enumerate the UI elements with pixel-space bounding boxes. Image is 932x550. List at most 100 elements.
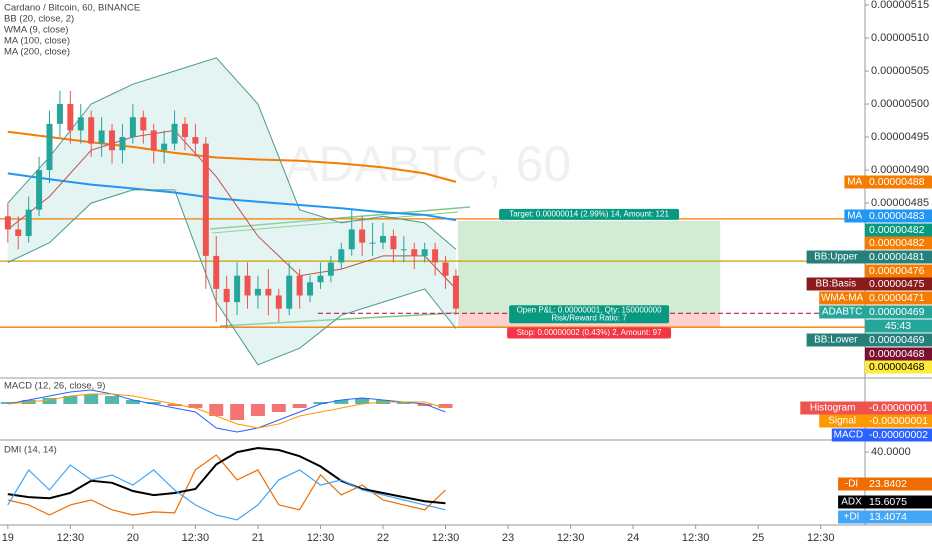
- x-tick-label: 24: [627, 532, 639, 544]
- tag-name: MA: [847, 177, 862, 188]
- histogram-bar: [438, 404, 453, 408]
- y-tick-label: 40.0000: [871, 446, 911, 458]
- indicator-line: [7, 446, 446, 505]
- candle-body: [265, 288, 272, 296]
- indicator-line: [7, 172, 457, 222]
- candle-body: [452, 275, 459, 309]
- tag-value-box: [865, 495, 932, 509]
- tag-name: ADX: [841, 497, 862, 508]
- candle-body: [192, 137, 199, 144]
- pnl-label: Open P&L: 0.00000001, Qty: 150000000: [517, 305, 663, 314]
- y-tick-label: 0.00000515: [871, 0, 929, 11]
- candle-body: [442, 262, 449, 276]
- target-label: Target: 0.00000014 (2.99%) 14, Amount: 1…: [509, 209, 669, 218]
- histogram-bar: [230, 404, 245, 420]
- candle-body: [275, 295, 282, 309]
- tag-value: 0.00000482: [869, 237, 925, 249]
- tag-name-box: [806, 333, 865, 347]
- x-tick-label: 20: [127, 532, 139, 544]
- candle-body: [67, 104, 74, 131]
- x-tick-label: 21: [252, 532, 264, 544]
- histogram-bar: [188, 404, 203, 408]
- histogram-bar: [84, 394, 99, 404]
- tag-name: +DI: [844, 512, 860, 523]
- tag-value-box: [865, 236, 932, 250]
- candle-body: [140, 117, 147, 131]
- x-tick-label: 12:30: [182, 532, 210, 544]
- candle-body: [390, 236, 397, 250]
- pane-title: DMI (14, 14): [4, 445, 57, 456]
- candle-body: [161, 143, 168, 151]
- x-tick-label: 12:30: [432, 532, 460, 544]
- tag-value-box: [865, 510, 932, 524]
- tag-name-box: [838, 477, 865, 491]
- histogram-bar: [396, 402, 411, 404]
- tag-value-box: [865, 250, 932, 264]
- tag-name-box: [844, 175, 865, 189]
- pane-title: MACD (12, 26, close, 9): [4, 381, 105, 392]
- tag-name-box: [838, 495, 865, 509]
- candle-body: [234, 275, 241, 303]
- tag-value: 15.6075: [869, 496, 907, 508]
- indicator-line: [7, 393, 446, 429]
- candle-body: [202, 143, 209, 256]
- histogram-bar: [313, 402, 328, 404]
- stop-label: Stop: 0.00000002 (0.43%) 2, Amount: 97: [517, 328, 663, 337]
- tag-value-box: [865, 209, 932, 223]
- tag-value: 0.00000482: [869, 224, 925, 236]
- target-zone: [458, 220, 721, 314]
- candle-body: [88, 117, 95, 144]
- candle-body: [411, 249, 418, 256]
- candle-body: [307, 282, 314, 296]
- candle-body: [254, 288, 261, 296]
- indicator-line: [7, 464, 446, 521]
- tag-name: BB:Lower: [814, 335, 858, 346]
- tag-value: 0.00000481: [869, 251, 925, 263]
- indicator-line: [7, 389, 446, 433]
- histogram-bar: [417, 404, 432, 406]
- indicator-label: WMA (9, close): [4, 25, 68, 36]
- histogram-bar: [271, 404, 286, 412]
- candle-body: [369, 242, 376, 244]
- tag-value-box: [865, 360, 932, 374]
- tag-value: 0.00000476: [869, 265, 925, 277]
- candle-body: [327, 262, 334, 276]
- tag-value-box: [865, 401, 932, 415]
- candle-body: [119, 137, 126, 151]
- label-box: [499, 208, 680, 220]
- tag-value-box: [865, 305, 932, 319]
- x-tick-label: 23: [502, 532, 514, 544]
- tag-value-box: [865, 264, 932, 278]
- tag-name: BB:Basis: [816, 279, 857, 290]
- x-tick-label: 25: [752, 532, 764, 544]
- candle-body: [77, 117, 84, 131]
- tag-name: Signal: [828, 416, 856, 427]
- candle-body: [348, 229, 355, 250]
- tag-value: 0.00000469: [869, 306, 925, 318]
- tag-name-box: [806, 250, 865, 264]
- histogram-bar: [105, 396, 120, 404]
- candle-body: [338, 249, 345, 263]
- candle-body: [359, 229, 366, 243]
- candle-body: [4, 216, 11, 230]
- tag-value-box: [865, 333, 932, 347]
- candle-body: [213, 255, 220, 289]
- candle-body: [317, 275, 324, 283]
- candle-body: [25, 209, 32, 237]
- tag-name-box: [819, 291, 865, 305]
- tag-value-box: [865, 414, 932, 428]
- tag-value: 0.00000488: [869, 176, 925, 188]
- tag-value: 13.4074: [869, 511, 907, 523]
- x-tick-label: 12:30: [307, 532, 335, 544]
- histogram-bar: [334, 400, 349, 404]
- candle-body: [244, 275, 251, 296]
- histogram-bar: [355, 398, 370, 404]
- tag-value-box: [865, 223, 932, 237]
- y-tick-label: 0.00000500: [871, 98, 929, 110]
- y-tick-label: 0.00000490: [871, 164, 929, 176]
- candle-body: [36, 170, 43, 210]
- y-tick-label: 0.00000485: [871, 197, 929, 209]
- y-tick-label: 0.00000495: [871, 131, 929, 143]
